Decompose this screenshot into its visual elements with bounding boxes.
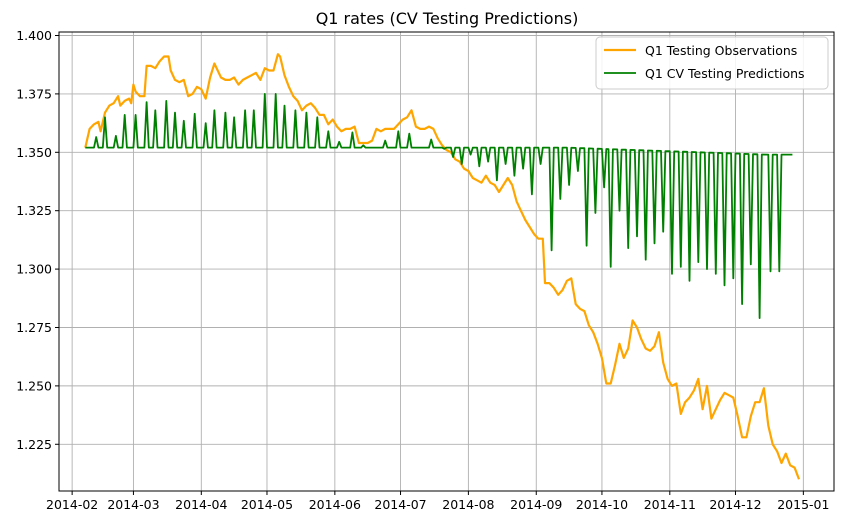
x-tick-label: 2014-04 — [175, 497, 227, 512]
x-tick-label: 2014-07 — [374, 497, 426, 512]
y-tick-label: 1.300 — [16, 262, 52, 277]
x-tick-label: 2014-12 — [709, 497, 761, 512]
x-tick-label: 2014-02 — [46, 497, 98, 512]
plot-frame — [58, 31, 835, 492]
x-tick-label: 2014-05 — [241, 497, 293, 512]
x-tick-label: 2014-09 — [510, 497, 562, 512]
x-tick-label: 2014-10 — [576, 497, 628, 512]
y-tick-label: 1.275 — [16, 320, 52, 335]
series-layer — [84, 53, 801, 480]
y-tick-label: 1.225 — [16, 437, 52, 452]
x-tick-label: 2014-03 — [107, 497, 159, 512]
x-tick-label: 2014-11 — [644, 497, 696, 512]
y-tick-label: 1.325 — [16, 203, 52, 218]
legend-label-observations: Q1 Testing Observations — [645, 43, 797, 58]
grid-layer — [59, 32, 834, 491]
chart-title: Q1 rates (CV Testing Predictions) — [316, 9, 579, 28]
x-tick-label: 2014-08 — [442, 497, 494, 512]
series-line-observations — [84, 53, 801, 480]
x-tick-label: 2015-01 — [777, 497, 829, 512]
y-tick-label: 1.250 — [16, 378, 52, 393]
y-tick-label: 1.400 — [16, 28, 52, 43]
legend: Q1 Testing Observations Q1 CV Testing Pr… — [595, 36, 829, 90]
x-tick-label: 2014-06 — [309, 497, 361, 512]
series-line-predictions — [85, 93, 793, 319]
legend-box — [595, 36, 829, 90]
y-tick-label: 1.350 — [16, 145, 52, 160]
axis-layer: 2014-02 2014-03 2014-04 2014-05 2014-06 2014-… — [16, 28, 829, 512]
y-tick-label: 1.375 — [16, 86, 52, 101]
legend-label-predictions: Q1 CV Testing Predictions — [645, 66, 805, 81]
